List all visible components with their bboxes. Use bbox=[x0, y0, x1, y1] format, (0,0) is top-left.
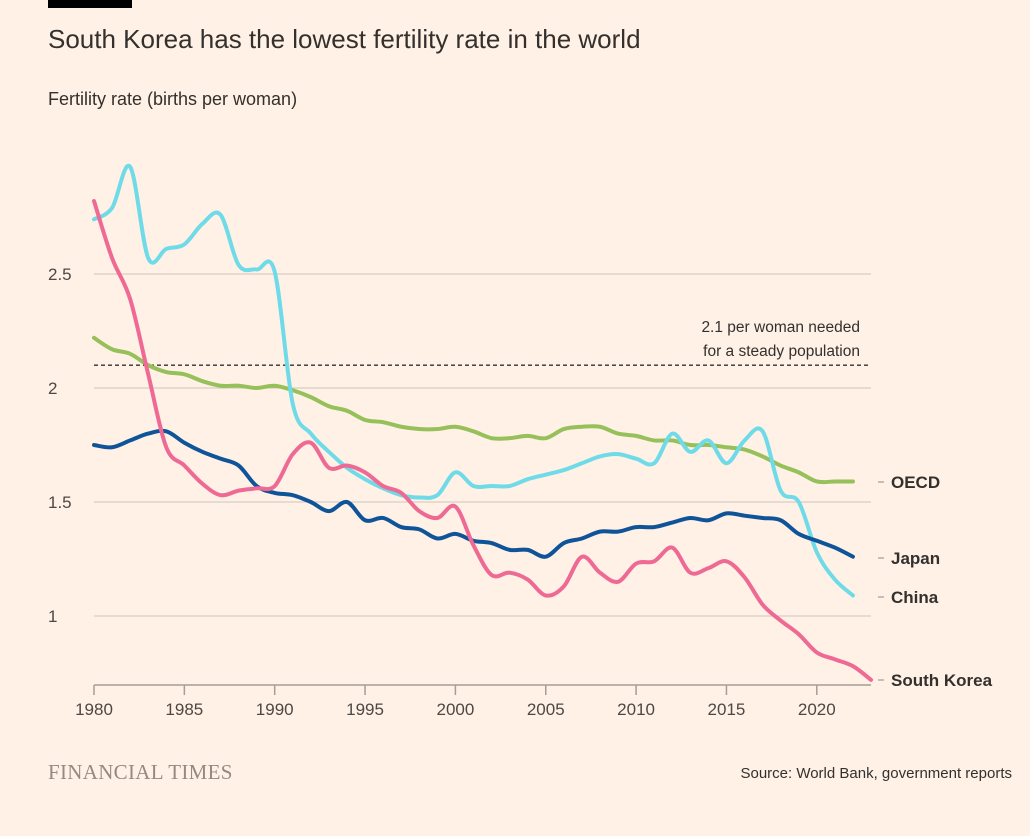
series-label-japan: Japan bbox=[891, 549, 940, 568]
reference-line-label: for a steady population bbox=[703, 343, 860, 360]
chart-subtitle: Fertility rate (births per woman) bbox=[48, 89, 298, 109]
reference-line-label: 2.1 per woman needed bbox=[701, 319, 860, 336]
series-line-oecd bbox=[92, 335, 855, 485]
x-tick-label: 2020 bbox=[798, 700, 836, 719]
x-tick-label: 2010 bbox=[617, 700, 655, 719]
series-line-south-korea bbox=[92, 199, 874, 682]
x-tick-label: 1995 bbox=[346, 700, 384, 719]
chart-title: South Korea has the lowest fertility rat… bbox=[48, 24, 641, 54]
series-line-china bbox=[92, 163, 855, 598]
x-tick-label: 2015 bbox=[708, 700, 746, 719]
x-tick-label: 1985 bbox=[165, 700, 203, 719]
x-tick-label: 1990 bbox=[256, 700, 294, 719]
financial-times-logo: FINANCIAL TIMES bbox=[48, 760, 233, 784]
x-tick-label: 2005 bbox=[527, 700, 565, 719]
series-label-oecd: OECD bbox=[891, 473, 940, 492]
source-note: Source: World Bank, government reports bbox=[740, 765, 1012, 782]
x-tick-label: 2000 bbox=[436, 700, 474, 719]
y-tick-label: 1.5 bbox=[48, 493, 72, 512]
series-label-china: China bbox=[891, 588, 939, 607]
y-tick-label: 2.5 bbox=[48, 265, 72, 284]
y-tick-label: 2 bbox=[48, 379, 57, 398]
x-tick-label: 1980 bbox=[75, 700, 113, 719]
ft-top-bar bbox=[48, 0, 132, 8]
series-label-south-korea: South Korea bbox=[891, 671, 993, 690]
y-tick-label: 1 bbox=[48, 607, 57, 626]
